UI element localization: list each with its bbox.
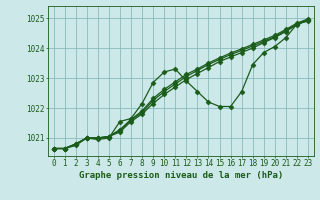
X-axis label: Graphe pression niveau de la mer (hPa): Graphe pression niveau de la mer (hPa): [79, 171, 283, 180]
